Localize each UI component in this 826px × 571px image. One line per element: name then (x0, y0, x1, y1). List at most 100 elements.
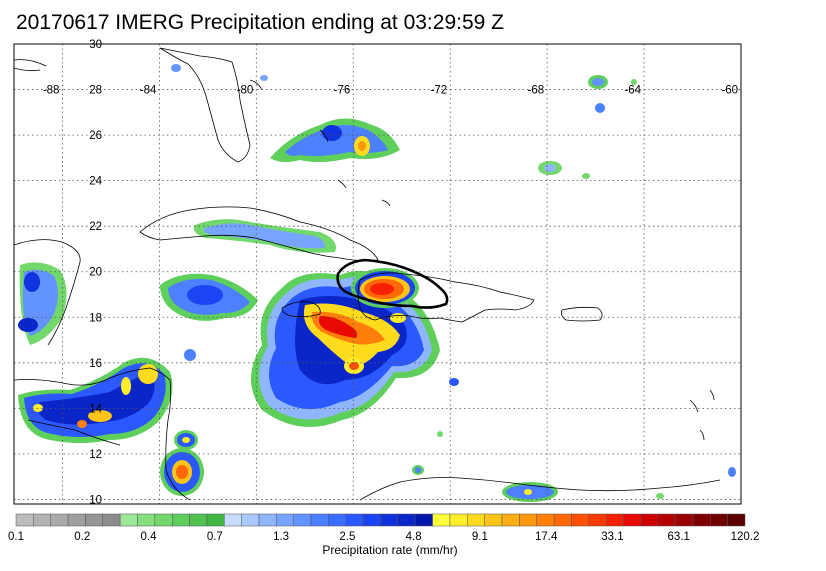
colorbar-swatch (571, 513, 590, 527)
colorbar-swatch (553, 513, 572, 527)
precip-cell-blue-dark (18, 318, 38, 332)
precip-cell-yellow (88, 410, 112, 422)
colorbar-swatch (293, 513, 312, 527)
colorbar-swatch (380, 513, 399, 527)
lat-label: 14 (89, 403, 102, 415)
precipitation-field (18, 64, 736, 502)
precip-cell-small (230, 301, 242, 309)
colorbar-swatch (224, 513, 242, 527)
colorbar-tick-label: 33.1 (601, 531, 623, 543)
precip-cell-yellow (121, 377, 131, 395)
precip-cell-blue (203, 223, 325, 249)
lat-label: 20 (89, 267, 102, 279)
colorbar-swatch (15, 513, 34, 527)
precip-cell-small (184, 349, 196, 361)
yucatan-coast (14, 239, 81, 346)
lat-label: 28 (89, 85, 102, 97)
colorbar-swatch (692, 513, 711, 527)
precip-cell-small (437, 431, 443, 437)
lon-label: -80 (237, 85, 254, 97)
precip-cell-small (260, 75, 268, 81)
precip-cell-small (631, 79, 637, 85)
colorbar-swatch (501, 513, 520, 527)
colorbar-tick-label: 63.1 (668, 531, 690, 543)
precip-cell-orange (358, 141, 366, 151)
precip-cell-orange (349, 362, 359, 370)
colorbar-tick-label: 0.2 (74, 531, 90, 543)
lat-label: 18 (89, 312, 102, 324)
colorbar-swatch (605, 513, 624, 527)
lesser-antilles (689, 389, 715, 441)
precip-cell-small (415, 467, 421, 473)
lat-label: 16 (89, 358, 102, 370)
honduras-interior (27, 419, 121, 446)
map-title: 20170617 IMERG Precipitation ending at 0… (16, 11, 504, 34)
lon-label: -60 (721, 85, 738, 97)
colorbar-swatch (276, 513, 294, 527)
colorbar-swatch (657, 513, 676, 527)
precip-cell-small (595, 103, 605, 113)
lon-label: -68 (528, 85, 545, 97)
colorbar-swatch (345, 513, 364, 527)
precip-cell-yellow (138, 364, 158, 384)
colorbar-swatch (519, 513, 537, 527)
gulf-coast (14, 59, 47, 72)
colorbar-swatch (189, 513, 208, 527)
florida-coast (159, 47, 251, 163)
lon-label: -64 (624, 85, 641, 97)
colorbar-tick-label: 9.1 (472, 531, 488, 543)
colorbar-swatch (50, 513, 69, 527)
colorbar-swatch (484, 513, 503, 527)
colorbar-swatch (119, 513, 138, 527)
colorbar-swatch (33, 513, 51, 527)
lon-label: -88 (43, 85, 60, 97)
colorbar-swatch (241, 513, 260, 527)
graticule (14, 43, 742, 504)
colorbar-swatch (640, 513, 659, 527)
precip-cell-orange (77, 420, 87, 428)
colorbar-swatch (362, 513, 381, 527)
precip-cell-yellow (182, 437, 190, 443)
precip-cell-yellow (390, 313, 406, 323)
colorbar-swatch (154, 513, 173, 527)
colorbar-swatch (710, 513, 728, 527)
lat-label: 22 (89, 221, 102, 233)
colorbar-swatch (467, 513, 485, 527)
hispaniola-coast (357, 272, 535, 323)
lon-label: -76 (334, 85, 351, 97)
lat-label: 30 (89, 39, 102, 51)
colorbar-swatch (328, 513, 347, 527)
colorbar (15, 513, 746, 527)
precip-cell-red (318, 316, 358, 338)
colorbar-label: Precipitation rate (mm/hr) (322, 543, 458, 557)
precip-cell-small (728, 467, 736, 477)
colorbar-tick-label: 0.1 (8, 531, 24, 543)
longitude-labels: -88 -84 -80 -76 -72 -68 -64 -60 (43, 85, 738, 97)
colorbar-tick-label: 17.4 (535, 531, 558, 543)
colorbar-swatch (449, 513, 468, 527)
colorbar-tick-label: 2.5 (339, 531, 355, 543)
precip-cell-red (370, 283, 394, 295)
colorbar-swatch (310, 513, 329, 527)
colorbar-swatch (397, 513, 416, 527)
colorbar-swatch (85, 513, 104, 527)
colorbar-swatch (67, 513, 86, 527)
colorbar-swatch (414, 513, 433, 527)
colorbar-tick-labels: 0.1 0.2 0.4 0.7 1.3 2.5 4.8 9.1 17.4 33.1 63.1 120.… (8, 531, 759, 543)
colorbar-swatch (588, 513, 607, 527)
lon-label: -72 (431, 85, 448, 97)
precip-cell-blue-dark (24, 272, 40, 292)
lat-label: 24 (89, 176, 102, 188)
colorbar-swatch (623, 513, 642, 527)
precip-cell-small (171, 64, 181, 72)
jamaica-coast (281, 301, 321, 318)
puerto-rico-coast (561, 306, 603, 322)
colorbar-swatch (432, 513, 451, 527)
colorbar-swatch (206, 513, 225, 527)
precip-cell-small (582, 173, 590, 179)
central-america-coast (14, 367, 191, 501)
lat-label: 26 (89, 130, 102, 142)
precip-cell-blue-dark (187, 285, 223, 305)
colorbar-swatch (675, 513, 694, 527)
